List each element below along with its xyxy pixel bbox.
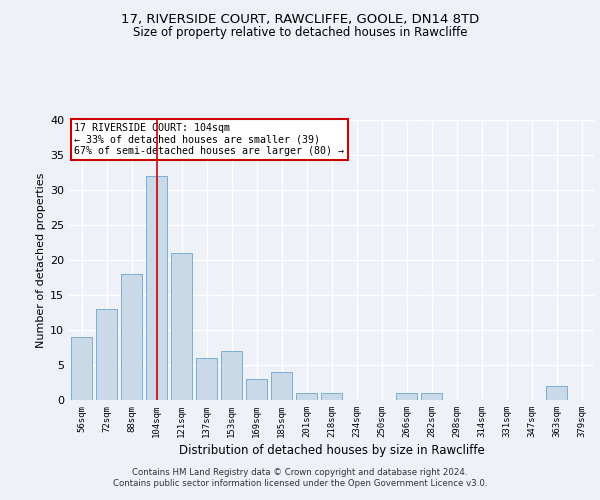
Bar	[96, 309, 117, 400]
Bar	[271, 372, 292, 400]
Text: Contains HM Land Registry data © Crown copyright and database right 2024.
Contai: Contains HM Land Registry data © Crown c…	[113, 468, 487, 487]
Bar	[221, 351, 242, 400]
Bar	[196, 358, 217, 400]
X-axis label: Distribution of detached houses by size in Rawcliffe: Distribution of detached houses by size …	[179, 444, 484, 457]
Y-axis label: Number of detached properties: Number of detached properties	[36, 172, 46, 348]
Text: 17 RIVERSIDE COURT: 104sqm
← 33% of detached houses are smaller (39)
67% of semi: 17 RIVERSIDE COURT: 104sqm ← 33% of deta…	[74, 123, 344, 156]
Bar	[421, 393, 442, 400]
Text: 17, RIVERSIDE COURT, RAWCLIFFE, GOOLE, DN14 8TD: 17, RIVERSIDE COURT, RAWCLIFFE, GOOLE, D…	[121, 12, 479, 26]
Bar	[546, 386, 567, 400]
Bar	[396, 393, 417, 400]
Bar	[121, 274, 142, 400]
Bar	[321, 393, 342, 400]
Bar	[296, 393, 317, 400]
Bar	[146, 176, 167, 400]
Bar	[71, 337, 92, 400]
Text: Size of property relative to detached houses in Rawcliffe: Size of property relative to detached ho…	[133, 26, 467, 39]
Bar	[246, 379, 267, 400]
Bar	[171, 253, 192, 400]
